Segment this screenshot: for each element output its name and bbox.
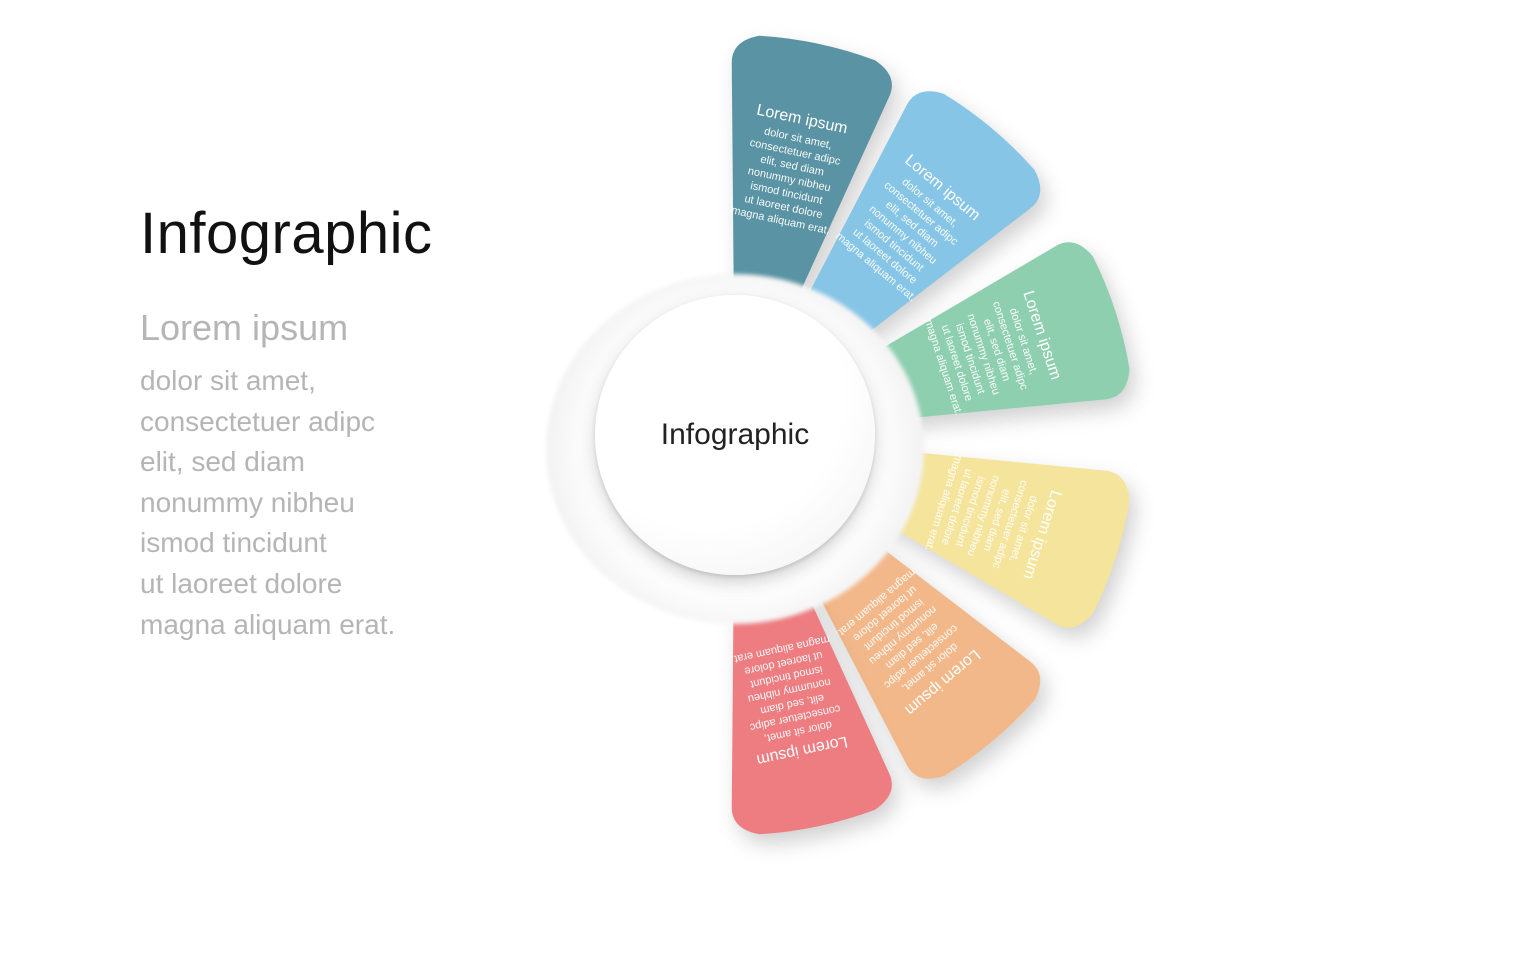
center-hub: Infographic <box>595 295 875 575</box>
page-title: Infographic <box>140 200 570 267</box>
page-subtitle: Lorem ipsum <box>140 307 570 349</box>
hub-label: Infographic <box>661 418 809 452</box>
page-body: dolor sit amet, consectetuer adipc elit,… <box>140 361 570 645</box>
fan-chart: Lorem ipsumdolor sit amet,consectetuer a… <box>560 20 1460 920</box>
left-text-panel: Infographic Lorem ipsum dolor sit amet, … <box>140 200 570 645</box>
stage: Infographic Lorem ipsum dolor sit amet, … <box>0 0 1531 980</box>
